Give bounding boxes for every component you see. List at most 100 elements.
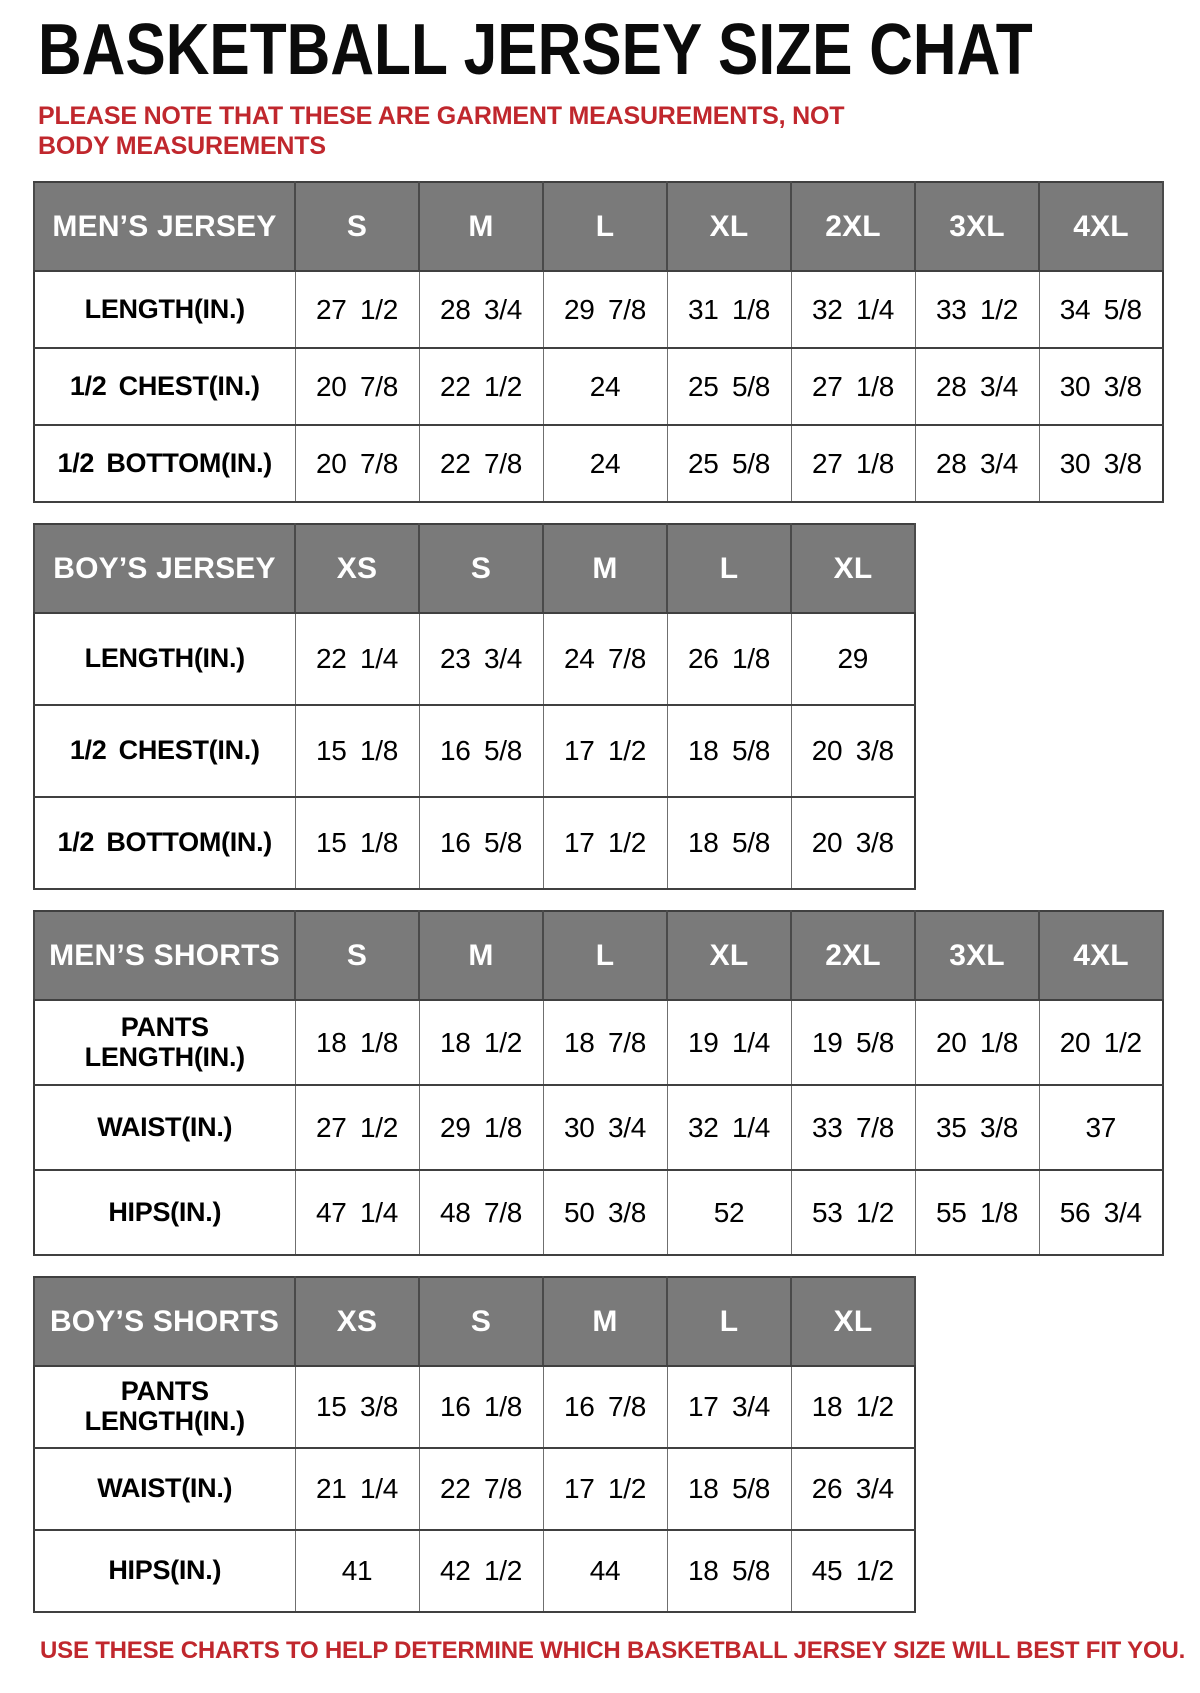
value-cell: 50 3/8 (542, 1169, 668, 1256)
row-label: 1/2 BOTTOM(IN.) (33, 424, 296, 503)
value-cell: 35 3/8 (914, 1084, 1040, 1171)
value-cell: 22 7/8 (418, 1447, 544, 1531)
value-cell: 56 3/4 (1038, 1169, 1164, 1256)
table-row: LENGTH(IN.) 22 1/4 23 3/4 24 7/8 26 1/8 29 (33, 612, 916, 706)
value-cell: 20 7/8 (294, 347, 420, 426)
value-cell: 25 5/8 (666, 424, 792, 503)
row-label: PANTS LENGTH(IN.) (33, 999, 296, 1086)
value-cell: 31 1/8 (666, 270, 792, 349)
value-cell: 21 1/4 (294, 1447, 420, 1531)
value-cell: 17 1/2 (542, 704, 668, 798)
table-row: HIPS(IN.) 41 42 1/2 44 18 5/8 45 1/2 (33, 1529, 916, 1613)
mens-jersey-table: MEN’S JERSEY S M L XL 2XL 3XL 4XL LENGTH(IN.) 27 … (33, 181, 1164, 503)
value-cell: 20 1/8 (914, 999, 1040, 1086)
value-cell: 15 1/8 (294, 704, 420, 798)
value-cell: 23 3/4 (418, 612, 544, 706)
value-cell: 37 (1038, 1084, 1164, 1171)
value-cell: 25 5/8 (666, 347, 792, 426)
mens-shorts-title-cell: MEN’S SHORTS (33, 910, 296, 1001)
table-row: WAIST(IN.) 27 1/2 29 1/8 30 3/4 32 1/4 33 7/8… (33, 1084, 1164, 1171)
value-cell: 26 1/8 (666, 612, 792, 706)
value-cell: 18 5/8 (666, 1529, 792, 1613)
size-column-header: M (418, 910, 544, 1001)
footer-note: USE THESE CHARTS TO HELP DETERMINE WHICH… (40, 1637, 1186, 1664)
value-cell: 30 3/4 (542, 1084, 668, 1171)
size-column-header: XL (666, 181, 792, 272)
value-cell: 22 7/8 (418, 424, 544, 503)
value-cell: 17 1/2 (542, 796, 668, 890)
size-column-header: L (666, 523, 792, 614)
value-cell: 27 1/8 (790, 347, 916, 426)
size-column-header: 4XL (1038, 181, 1164, 272)
value-cell: 29 (790, 612, 916, 706)
value-cell: 18 7/8 (542, 999, 668, 1086)
row-label: 1/2 CHEST(IN.) (33, 347, 296, 426)
table-row: WAIST(IN.) 21 1/4 22 7/8 17 1/2 18 5/8 26 3/4 (33, 1447, 916, 1531)
table-row: 1/2 CHEST(IN.) 15 1/8 16 5/8 17 1/2 18 5/8 20… (33, 704, 916, 798)
value-cell: 18 5/8 (666, 796, 792, 890)
size-column-header: XL (666, 910, 792, 1001)
value-cell: 15 1/8 (294, 796, 420, 890)
size-column-header: L (542, 910, 668, 1001)
table-row: 1/2 BOTTOM(IN.) 20 7/8 22 7/8 24 25 5/8 27 1/… (33, 424, 1164, 503)
value-cell: 32 1/4 (666, 1084, 792, 1171)
value-cell: 55 1/8 (914, 1169, 1040, 1256)
size-column-header: M (542, 1276, 668, 1367)
size-column-header: 3XL (914, 910, 1040, 1001)
mens-jersey-title-cell: MEN’S JERSEY (33, 181, 296, 272)
value-cell: 27 1/2 (294, 270, 420, 349)
boys-jersey-header-row: BOY’S JERSEY XS S M L XL (33, 523, 916, 614)
row-label: 1/2 CHEST(IN.) (33, 704, 296, 798)
row-label: WAIST(IN.) (33, 1084, 296, 1171)
value-cell: 44 (542, 1529, 668, 1613)
size-column-header: 2XL (790, 181, 916, 272)
mens-jersey-header-row: MEN’S JERSEY S M L XL 2XL 3XL 4XL (33, 181, 1164, 272)
size-tables-container: MEN’S JERSEY S M L XL 2XL 3XL 4XL LENGTH(IN.) 27 … (0, 181, 1200, 1613)
size-column-header: L (542, 181, 668, 272)
row-label: WAIST(IN.) (33, 1447, 296, 1531)
row-label: PANTS LENGTH(IN.) (33, 1365, 296, 1449)
size-column-header: S (418, 1276, 544, 1367)
value-cell: 28 3/4 (914, 424, 1040, 503)
size-column-header: XS (294, 523, 420, 614)
value-cell: 33 1/2 (914, 270, 1040, 349)
value-cell: 16 5/8 (418, 704, 544, 798)
value-cell: 34 5/8 (1038, 270, 1164, 349)
size-column-header: S (418, 523, 544, 614)
value-cell: 17 1/2 (542, 1447, 668, 1531)
value-cell: 42 1/2 (418, 1529, 544, 1613)
row-label: HIPS(IN.) (33, 1169, 296, 1256)
value-cell: 19 1/4 (666, 999, 792, 1086)
boys-shorts-title-cell: BOY’S SHORTS (33, 1276, 296, 1367)
value-cell: 18 5/8 (666, 704, 792, 798)
value-cell: 19 5/8 (790, 999, 916, 1086)
value-cell: 47 1/4 (294, 1169, 420, 1256)
value-cell: 20 3/8 (790, 704, 916, 798)
size-column-header: 3XL (914, 181, 1040, 272)
value-cell: 41 (294, 1529, 420, 1613)
value-cell: 52 (666, 1169, 792, 1256)
value-cell: 24 (542, 424, 668, 503)
size-column-header: S (294, 910, 420, 1001)
size-column-header: S (294, 181, 420, 272)
table-row: 1/2 BOTTOM(IN.) 15 1/8 16 5/8 17 1/2 18 5/8 2… (33, 796, 916, 890)
value-cell: 27 1/8 (790, 424, 916, 503)
table-row: LENGTH(IN.) 27 1/2 28 3/4 29 7/8 31 1/8 32 1/… (33, 270, 1164, 349)
size-column-header: M (542, 523, 668, 614)
value-cell: 24 (542, 347, 668, 426)
value-cell: 20 7/8 (294, 424, 420, 503)
row-label: LENGTH(IN.) (33, 270, 296, 349)
size-column-header: 2XL (790, 910, 916, 1001)
boys-shorts-header-row: BOY’S SHORTS XS S M L XL (33, 1276, 916, 1367)
value-cell: 16 5/8 (418, 796, 544, 890)
size-column-header: L (666, 1276, 792, 1367)
value-cell: 17 3/4 (666, 1365, 792, 1449)
boys-jersey-title-cell: BOY’S JERSEY (33, 523, 296, 614)
mens-shorts-table: MEN’S SHORTS S M L XL 2XL 3XL 4XL PANTS LENGTH(I… (33, 910, 1164, 1256)
value-cell: 48 7/8 (418, 1169, 544, 1256)
value-cell: 22 1/4 (294, 612, 420, 706)
value-cell: 28 3/4 (914, 347, 1040, 426)
table-row: 1/2 CHEST(IN.) 20 7/8 22 1/2 24 25 5/8 27 1/8… (33, 347, 1164, 426)
value-cell: 30 3/8 (1038, 424, 1164, 503)
page-title: BASKETBALL JERSEY SIZE CHAT (38, 10, 1033, 90)
